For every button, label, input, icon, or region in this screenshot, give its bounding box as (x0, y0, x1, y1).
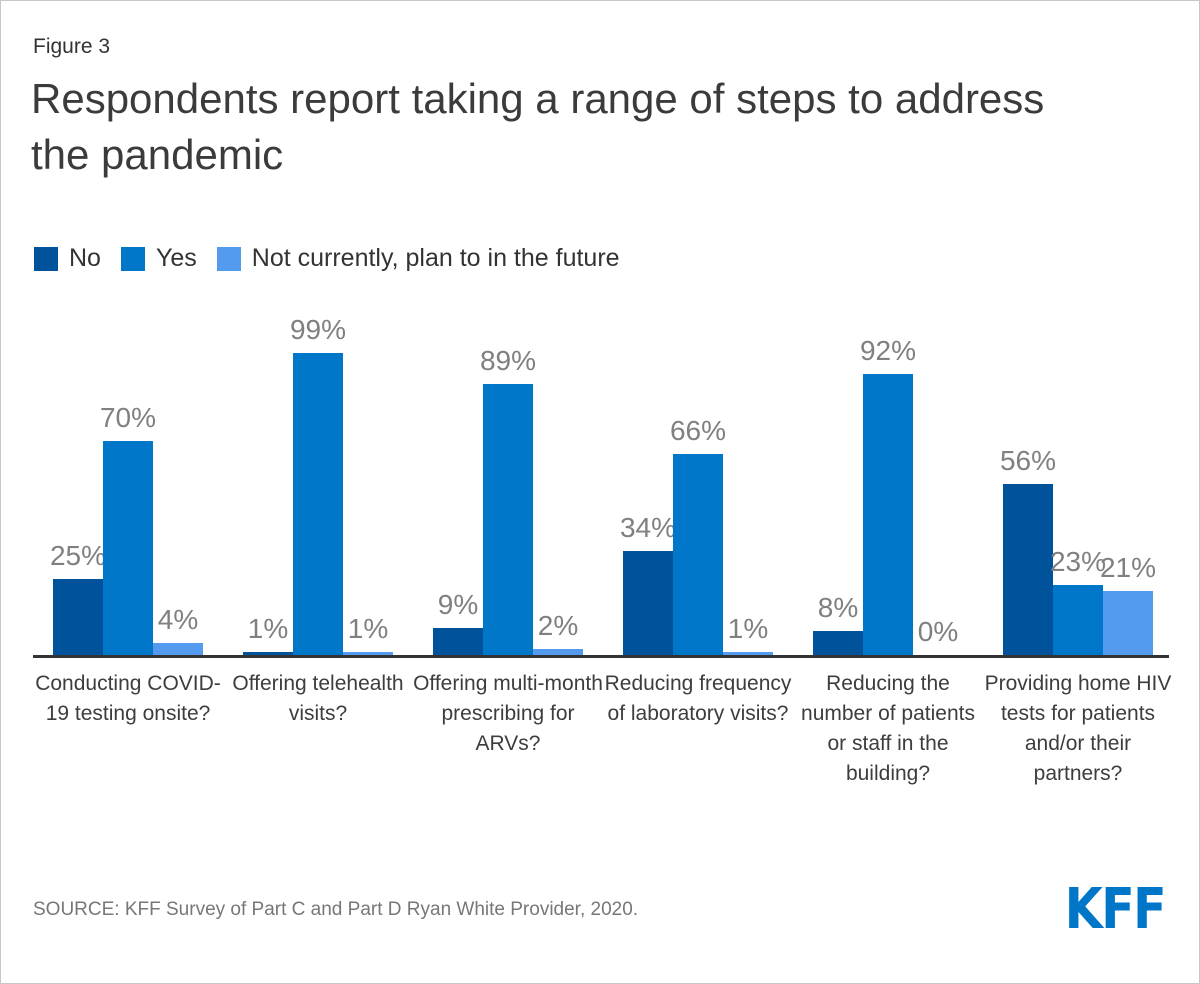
category-label: Providing home HIV tests for patients an… (984, 672, 1172, 785)
legend-item: No (34, 244, 101, 273)
bar (623, 551, 673, 655)
page-title: Respondents report taking a range of ste… (31, 75, 1045, 178)
bar-value-label: 70% (99, 402, 157, 433)
source-note: SOURCE: KFF Survey of Part C and Part D … (33, 899, 639, 920)
legend-swatch-icon (34, 246, 58, 271)
figure-number: Figure 3 (33, 35, 111, 58)
bar (533, 649, 583, 655)
x-axis-line (33, 655, 1169, 658)
category-label: Reducing the number of patients or staff… (801, 672, 975, 785)
bar-value-label: 23% (1049, 546, 1107, 577)
legend-label: Yes (155, 244, 197, 272)
bar (863, 374, 913, 655)
bar (1053, 585, 1103, 655)
bar (53, 579, 103, 655)
legend-item: Yes (120, 244, 197, 273)
bar-value-label: 0% (917, 616, 959, 647)
category-label: Reducing frequency of laboratory visits? (604, 672, 792, 725)
bar-value-label: 21% (1099, 552, 1157, 583)
bar-value-label: 99% (289, 314, 347, 345)
legend-label: No (69, 244, 101, 272)
kff-logo: KFF (1064, 877, 1167, 942)
category-label: Conducting COVID-19 testing onsite? (35, 672, 221, 725)
bar-value-label: 9% (437, 589, 479, 620)
legend-item: Not currently, plan to in the future (216, 244, 620, 273)
bar (343, 652, 393, 655)
bar-value-label: 89% (479, 345, 537, 376)
bar-value-label: 2% (537, 610, 579, 641)
bar-value-label: 1% (247, 613, 289, 644)
bar-value-label: 1% (347, 613, 389, 644)
bar-value-label: 25% (49, 540, 107, 571)
legend-label: Not currently, plan to in the future (251, 244, 620, 272)
bar-value-label: 8% (817, 592, 859, 623)
bar (153, 643, 203, 655)
bar (243, 652, 293, 655)
bar (1003, 484, 1053, 655)
bar-value-label: 56% (999, 445, 1057, 476)
bar (673, 454, 723, 655)
bar-value-label: 66% (669, 415, 727, 446)
bar-value-label: 1% (727, 613, 769, 644)
bar (1103, 591, 1153, 655)
bar (483, 384, 533, 655)
legend: No Yes Not currently, plan to in the futur… (34, 244, 640, 273)
bar (433, 628, 483, 655)
bar-value-label: 34% (619, 512, 677, 543)
category-label: Offering multi-month prescribing for ARV… (413, 672, 603, 755)
legend-swatch-icon (216, 246, 241, 271)
bar (813, 631, 863, 655)
bar (293, 353, 343, 655)
bar (103, 441, 153, 655)
legend-swatch-icon (120, 246, 145, 271)
bar-value-label: 4% (157, 604, 199, 635)
bar-value-label: 92% (859, 335, 917, 366)
category-label: Offering telehealth visits? (232, 672, 404, 725)
bar (723, 652, 773, 655)
